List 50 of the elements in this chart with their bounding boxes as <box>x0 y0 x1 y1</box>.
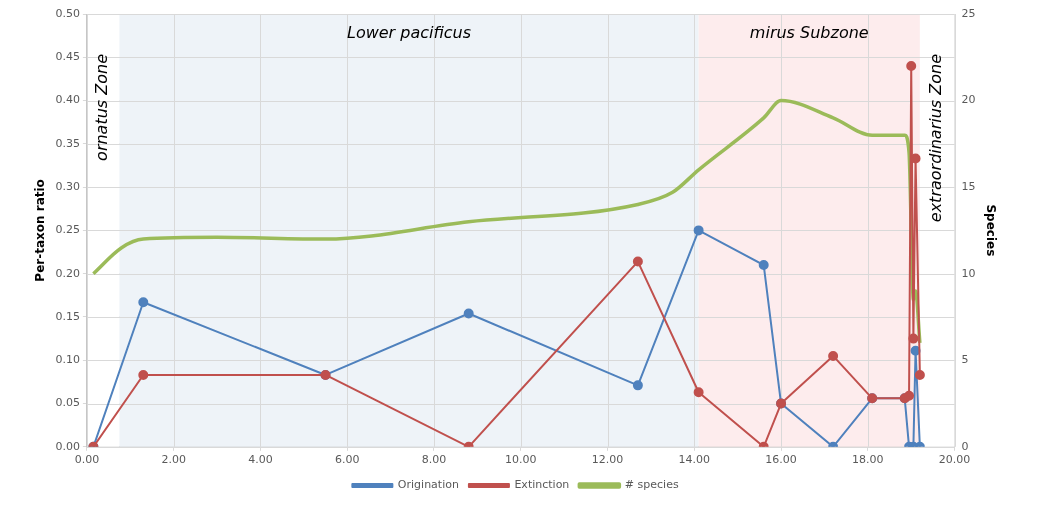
y-tick-label: 0.40 <box>55 93 80 107</box>
x-tick-label: 18.00 <box>852 453 884 467</box>
y-tick-label: 0.35 <box>55 136 80 150</box>
x-tick-label: 20.00 <box>938 453 971 467</box>
point <box>138 297 149 308</box>
y2-tick-label: 10 <box>961 266 976 280</box>
x-tick-label: 10.00 <box>505 453 537 467</box>
y-tick-label: 0.45 <box>55 50 80 64</box>
y-tick-label: 0.15 <box>55 309 80 323</box>
point <box>632 380 643 391</box>
y-tick-label: 0.05 <box>55 396 80 410</box>
band-label: Lower pacificus <box>346 23 472 43</box>
x-tick-label: 8.00 <box>421 453 447 467</box>
y-tick-label: 0.00 <box>55 439 80 453</box>
y2-axis-title: Species <box>983 204 998 257</box>
y2-tick-label: 5 <box>961 353 969 367</box>
point <box>693 225 704 236</box>
y-tick-label: 0.10 <box>55 353 80 367</box>
y2-tick-label: 0 <box>961 439 969 453</box>
band-label: extraordinarius Zone <box>926 53 946 223</box>
x-tick-label: 14.00 <box>678 453 711 467</box>
x-tick-label: 6.00 <box>334 453 360 467</box>
point <box>914 369 925 380</box>
point <box>904 390 915 401</box>
band-label: ornatus Zone <box>92 53 112 161</box>
y-tick-label: 0.30 <box>55 179 80 193</box>
point <box>463 308 474 319</box>
point <box>908 333 919 344</box>
band-label: mirus Subzone <box>749 23 869 43</box>
legend-label: Extinction <box>514 478 570 492</box>
y-tick-label: 0.50 <box>55 6 80 20</box>
x-tick-label: 12.00 <box>591 453 624 467</box>
point <box>138 369 149 380</box>
legend-label: Origination <box>397 478 459 492</box>
point <box>693 387 704 398</box>
y-tick-label: 0.25 <box>55 223 80 237</box>
y-tick-label: 0.20 <box>55 266 80 280</box>
x-tick-label: 2.00 <box>161 453 186 467</box>
legend-label: # species <box>624 478 679 492</box>
point <box>828 350 839 361</box>
x-tick-label: 4.00 <box>248 453 273 467</box>
y2-tick-label: 25 <box>961 6 976 20</box>
point <box>632 256 643 267</box>
x-tick-label: 0.00 <box>74 453 100 467</box>
y-axis-title: Per-taxon ratio <box>33 179 48 282</box>
point <box>906 60 917 71</box>
x-tick-label: 16.00 <box>765 453 797 467</box>
y2-tick-label: 20 <box>961 93 976 107</box>
y2-tick-label: 15 <box>961 179 976 193</box>
point <box>758 260 769 271</box>
